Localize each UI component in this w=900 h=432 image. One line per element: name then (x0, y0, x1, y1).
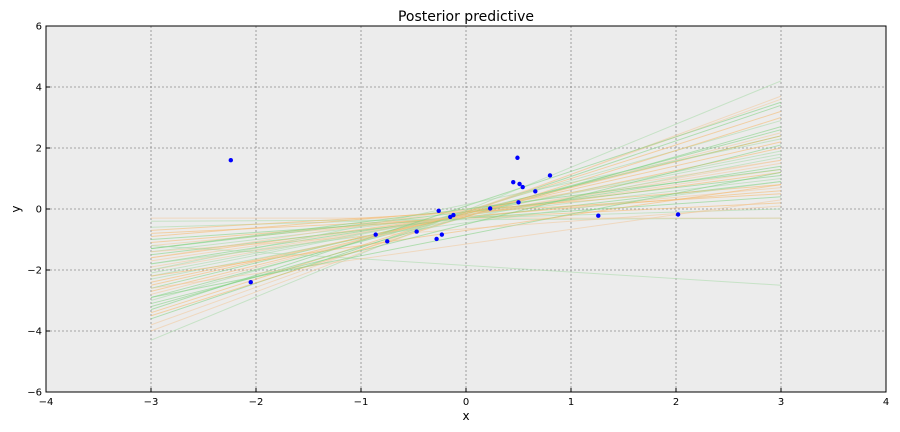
data-point (511, 179, 516, 185)
posterior-line (150, 184, 782, 277)
data-point (451, 212, 456, 218)
x-tick-label: 4 (883, 397, 889, 408)
chart-title: Posterior predictive (398, 9, 534, 25)
data-point (547, 173, 553, 178)
data-point (373, 232, 378, 237)
y-tick-label: 0 (36, 205, 42, 216)
posterior-line (150, 144, 782, 305)
posterior-line (150, 135, 782, 292)
posterior-line (150, 205, 782, 253)
data-point (439, 232, 445, 237)
y-axis-label: y (9, 205, 23, 212)
data-point (228, 158, 233, 163)
data-point (596, 213, 601, 218)
posterior-line (150, 245, 782, 286)
posterior-line (150, 80, 782, 341)
y-tick-label: 6 (36, 22, 42, 33)
data-point (436, 208, 441, 214)
data-point (516, 200, 521, 205)
posterior-line (150, 168, 782, 250)
x-tick-label: −3 (144, 397, 159, 408)
data-point (520, 184, 525, 190)
data-point (434, 236, 439, 242)
data-point (414, 229, 419, 234)
x-tick-label: 3 (778, 397, 784, 408)
y-tick-label: 2 (36, 144, 42, 155)
x-tick-label: −1 (354, 397, 369, 408)
y-tick-label: 4 (36, 83, 42, 94)
x-tick-label: 0 (463, 397, 469, 408)
posterior-line (150, 117, 782, 317)
y-tick-label: −6 (27, 388, 42, 399)
posterior-line (150, 101, 782, 311)
posterior-line (150, 156, 782, 280)
data-point (385, 239, 390, 244)
posterior-line (150, 181, 782, 265)
x-tick-label: 1 (568, 397, 574, 408)
y-tick-label: −2 (27, 266, 42, 277)
x-tick-label: −4 (39, 397, 54, 408)
data-point (533, 189, 538, 194)
data-point (248, 280, 253, 285)
x-tick-label: −2 (249, 397, 264, 408)
posterior-line (150, 217, 782, 222)
posterior-line (150, 138, 782, 271)
data-point (515, 155, 520, 160)
posterior-lines (150, 80, 782, 341)
x-axis-label: x (462, 409, 469, 423)
y-tick-label: −4 (27, 327, 42, 338)
x-tick-label: 2 (673, 397, 679, 408)
posterior-line (150, 162, 782, 268)
data-point (675, 212, 681, 217)
data-point (517, 181, 522, 187)
observed-points (228, 155, 681, 285)
data-point (487, 206, 493, 211)
